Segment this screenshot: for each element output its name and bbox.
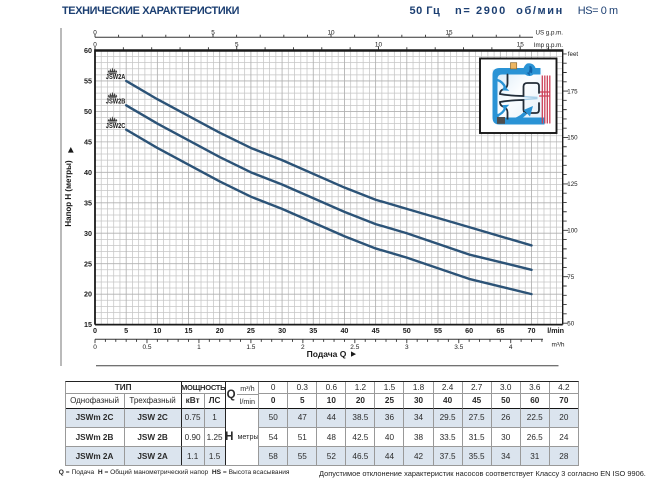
svg-text:35: 35: [84, 198, 92, 207]
svg-text:15: 15: [445, 29, 453, 36]
svg-text:JSW2C: JSW2C: [106, 123, 126, 130]
svg-text:15: 15: [185, 326, 193, 335]
svg-text:20: 20: [216, 326, 224, 335]
svg-text:45: 45: [84, 137, 92, 146]
svg-text:20: 20: [84, 290, 92, 299]
svg-text:40: 40: [84, 168, 92, 177]
svg-text:125: 125: [567, 181, 578, 188]
svg-text:70: 70: [528, 326, 536, 335]
svg-text:3.5: 3.5: [454, 344, 463, 351]
svg-text:Imp g.p.m.: Imp g.p.m.: [534, 42, 564, 49]
svg-text:2.5: 2.5: [350, 344, 359, 351]
svg-text:10: 10: [153, 326, 161, 335]
svg-text:0: 0: [93, 344, 97, 351]
svg-text:25: 25: [247, 326, 255, 335]
svg-text:50: 50: [567, 320, 574, 327]
svg-text:100: 100: [567, 228, 578, 235]
svg-text:60: 60: [84, 46, 92, 55]
svg-text:feet: feet: [568, 51, 579, 58]
svg-text:0: 0: [93, 326, 97, 335]
svg-text:15: 15: [517, 41, 525, 48]
svg-text:65: 65: [496, 326, 504, 335]
svg-text:30: 30: [84, 229, 92, 238]
svg-text:25: 25: [84, 259, 92, 268]
svg-text:15: 15: [84, 320, 92, 329]
svg-text:Подача Q: Подача Q: [307, 349, 347, 359]
svg-text:5: 5: [235, 41, 239, 48]
svg-text:0: 0: [93, 41, 97, 48]
svg-text:10: 10: [375, 41, 383, 48]
svg-text:45: 45: [372, 326, 380, 335]
svg-text:0: 0: [93, 29, 97, 36]
svg-text:0.5: 0.5: [142, 344, 151, 351]
svg-text:Напор H (метры): Напор H (метры): [64, 160, 73, 227]
svg-text:35: 35: [309, 326, 317, 335]
svg-text:1: 1: [197, 344, 201, 351]
svg-text:2: 2: [301, 344, 305, 351]
svg-text:3: 3: [405, 344, 409, 351]
svg-text:175: 175: [567, 88, 578, 95]
svg-text:4: 4: [509, 344, 513, 351]
svg-text:5: 5: [211, 29, 215, 36]
svg-text:m³/h: m³/h: [552, 342, 565, 349]
svg-text:30: 30: [278, 326, 286, 335]
svg-text:l/min: l/min: [547, 326, 564, 335]
svg-text:10: 10: [327, 29, 335, 36]
svg-text:55: 55: [84, 77, 92, 86]
svg-text:150: 150: [567, 135, 578, 142]
svg-text:40: 40: [340, 326, 348, 335]
svg-text:60: 60: [465, 326, 473, 335]
svg-text:50: 50: [84, 107, 92, 116]
svg-text:JSW2B: JSW2B: [106, 99, 126, 106]
svg-text:55: 55: [434, 326, 442, 335]
svg-text:5: 5: [124, 326, 128, 335]
svg-text:JSW2A: JSW2A: [106, 74, 126, 81]
svg-text:50: 50: [403, 326, 411, 335]
svg-text:75: 75: [567, 274, 574, 281]
svg-text:US g.p.m.: US g.p.m.: [535, 29, 563, 36]
svg-text:1.5: 1.5: [246, 344, 255, 351]
